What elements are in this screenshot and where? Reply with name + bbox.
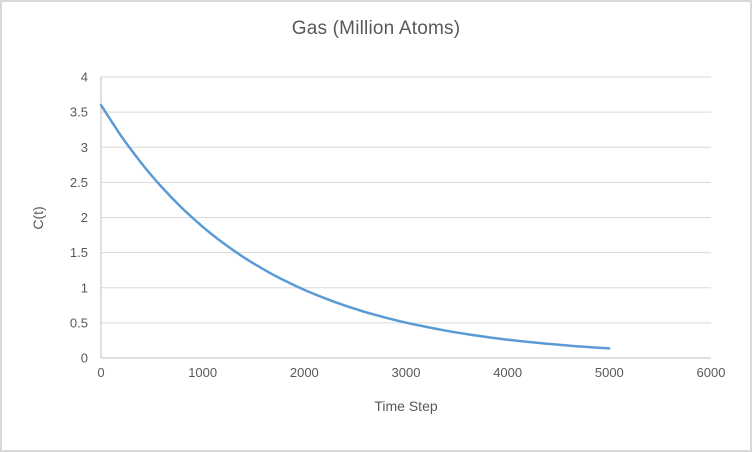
x-tick-label: 0 xyxy=(97,365,104,380)
x-tick-label: 4000 xyxy=(493,365,522,380)
y-tick-label: 4 xyxy=(81,70,88,85)
axes xyxy=(100,77,711,359)
chart-title: Gas (Million Atoms) xyxy=(291,18,461,39)
x-tick-label: 1000 xyxy=(188,365,217,380)
y-tick-label: 1 xyxy=(81,280,88,295)
series-line xyxy=(99,103,611,350)
y-tick-label: 3 xyxy=(81,140,88,155)
x-tick-label: 2000 xyxy=(290,365,319,380)
y-tick-label: 2 xyxy=(81,210,88,225)
gridlines xyxy=(101,76,711,324)
x-tick-label: 3000 xyxy=(392,365,421,380)
y-tick-label: 0 xyxy=(81,351,88,366)
y-tick-label: 3.5 xyxy=(70,105,88,120)
x-axis-title: Time Step xyxy=(374,398,438,414)
x-tick-label: 6000 xyxy=(697,365,726,380)
y-tick-label: 2.5 xyxy=(70,175,88,190)
y-tick-labels: 0 0.5 1 1.5 2 2.5 3 3.5 4 xyxy=(70,70,88,366)
y-tick-label: 0.5 xyxy=(70,315,88,330)
x-tick-label: 5000 xyxy=(595,365,624,380)
series-lines xyxy=(99,103,611,350)
x-tick-labels: 0 1000 2000 3000 4000 5000 6000 xyxy=(97,365,725,380)
y-tick-label: 1.5 xyxy=(70,245,88,260)
